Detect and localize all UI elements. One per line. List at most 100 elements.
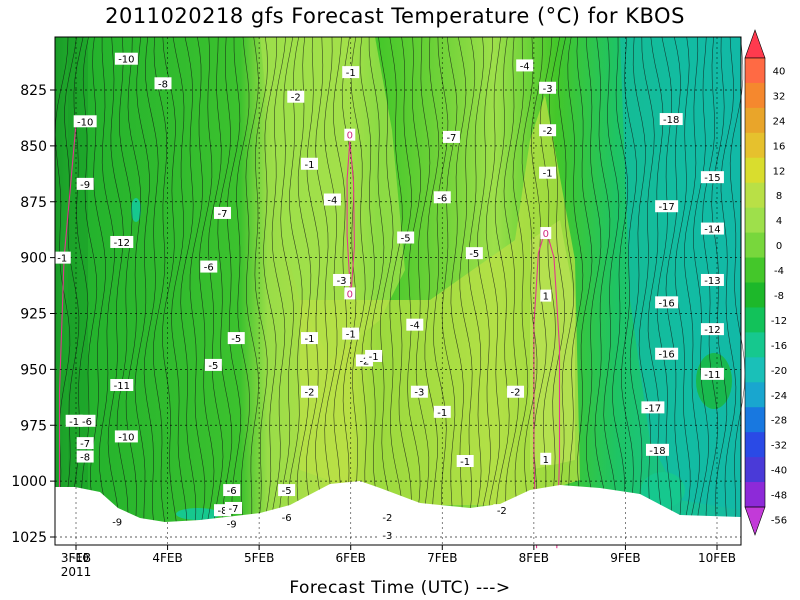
contour-label-box bbox=[378, 528, 396, 541]
x-tick-label: 3FEB bbox=[61, 551, 91, 565]
contour-label: -3 bbox=[337, 276, 347, 287]
colorbar-swatch bbox=[745, 207, 765, 234]
contour-label-box bbox=[539, 124, 557, 137]
contour-label-box bbox=[539, 166, 557, 179]
isotherm-line bbox=[441, 36, 458, 542]
contour-label-box bbox=[287, 90, 305, 103]
contour-label: -7 bbox=[80, 439, 90, 450]
isotherm-line bbox=[612, 36, 629, 542]
colorbar-bottom-arrow bbox=[744, 506, 766, 536]
contour-label-box bbox=[344, 287, 356, 300]
contour-label-box bbox=[700, 323, 724, 336]
isotherm-line bbox=[254, 36, 268, 542]
contour-label-box bbox=[433, 405, 451, 418]
contour-label: -15 bbox=[704, 173, 720, 184]
x-year-label: 2011 bbox=[61, 565, 92, 579]
colorbar-label: 40 bbox=[773, 66, 786, 77]
isotherm-line bbox=[674, 36, 691, 542]
contour-label: -6 bbox=[204, 263, 214, 274]
contour-label-box bbox=[278, 484, 296, 497]
colorbar-label: -40 bbox=[771, 466, 787, 477]
isotherm-line bbox=[720, 36, 737, 542]
contour-label-box bbox=[323, 193, 341, 206]
contour-label-box bbox=[516, 59, 534, 72]
contour-label: 0 bbox=[347, 131, 353, 142]
colorbar-label: -8 bbox=[774, 291, 784, 302]
contour-label: -1 bbox=[57, 254, 67, 265]
contour-label: -8 bbox=[80, 453, 90, 464]
contour-label-box bbox=[114, 52, 138, 65]
contour-label-box bbox=[344, 128, 356, 141]
isotherm-line bbox=[162, 36, 178, 542]
contour-label: -2 bbox=[305, 388, 315, 399]
chart-title: 2011020218 gfs Forecast Temperature (°C)… bbox=[105, 4, 685, 28]
isotherm-line bbox=[189, 36, 206, 542]
contour-label: 0 bbox=[347, 289, 353, 300]
colorbar-label: -12 bbox=[771, 316, 787, 327]
contour-label-box bbox=[641, 401, 665, 414]
contour-label: -2 bbox=[511, 388, 521, 399]
colorbar-label: -56 bbox=[771, 515, 787, 526]
y-tick-label: 1000 bbox=[11, 474, 47, 490]
contour-label-box bbox=[655, 200, 679, 213]
isotherm-line bbox=[368, 36, 385, 542]
contour-label: -1 bbox=[305, 160, 315, 171]
isotherm-line bbox=[217, 36, 233, 542]
contour-label: 0 bbox=[543, 229, 549, 240]
contour-label: -8 bbox=[218, 506, 228, 517]
contour-label-box bbox=[378, 510, 396, 523]
x-tick-label: 8FEB bbox=[519, 551, 549, 565]
contour-label-box bbox=[342, 327, 360, 340]
contour-label-box bbox=[433, 191, 451, 204]
warm-layer-7feb bbox=[300, 95, 580, 505]
contour-label-box bbox=[78, 414, 96, 427]
isotherm-line bbox=[107, 36, 124, 541]
contour-label-box bbox=[507, 385, 525, 398]
colorbar-swatch bbox=[745, 432, 765, 458]
isotherm-line bbox=[702, 36, 719, 542]
contour-label-box bbox=[365, 349, 383, 362]
contour-labels: -10-8-10-2-1-4-3-18-20 -7-1-1 -15-9-6-4-7-… bbox=[53, 52, 724, 564]
colorbar-swatch bbox=[745, 82, 765, 109]
colorbar-swatch bbox=[745, 257, 765, 283]
isotherm-line bbox=[278, 36, 294, 542]
contour-label: -7 bbox=[446, 133, 456, 144]
colorbar-swatch bbox=[745, 357, 765, 383]
isotherm-line bbox=[134, 36, 150, 542]
contour-label: -2 bbox=[382, 513, 392, 524]
contour-label-box bbox=[114, 430, 138, 443]
isotherm-line bbox=[693, 36, 710, 542]
contour-label-box bbox=[76, 437, 94, 450]
contour-label-box bbox=[227, 332, 245, 345]
plot-frame bbox=[54, 36, 742, 546]
colorbar-swatch bbox=[745, 182, 765, 209]
colorbar-label: -24 bbox=[771, 391, 787, 402]
contour-label: -3 bbox=[543, 84, 553, 95]
isotherm-line bbox=[261, 36, 278, 542]
zero-isotherm bbox=[346, 141, 355, 298]
isotherm-line bbox=[468, 36, 485, 542]
contour-label: 1 bbox=[543, 455, 549, 466]
contour-label: -9 bbox=[112, 517, 122, 528]
colorbar-label: 4 bbox=[776, 216, 782, 227]
contour-label-box bbox=[456, 455, 474, 468]
isotherm-line bbox=[398, 36, 412, 542]
y-axis: 825 850 875 900 925 950 975 1000 1025 bbox=[11, 83, 55, 546]
plot-area: -10-8-10-2-1-4-3-18-20 -7-1-1 -15-9-6-4-7-… bbox=[53, 36, 746, 564]
contour-label: -7 bbox=[229, 504, 239, 515]
colorbar-swatch bbox=[745, 457, 765, 483]
colorbar-label: 12 bbox=[773, 166, 786, 177]
isotherm-line bbox=[171, 36, 188, 542]
cold-pocket bbox=[696, 353, 732, 409]
isotherm-line bbox=[433, 36, 449, 542]
colorbar-swatch bbox=[745, 482, 765, 508]
colorbar-swatch bbox=[745, 282, 765, 308]
isotherm-line bbox=[476, 36, 493, 542]
contour-label-box bbox=[540, 452, 552, 465]
contour-label: -6 bbox=[227, 486, 237, 497]
isotherm-line bbox=[512, 36, 529, 542]
isotherm-line bbox=[198, 36, 215, 542]
contour-label: -11 bbox=[114, 381, 130, 392]
contour-label-box bbox=[223, 484, 241, 497]
contour-label: -1 bbox=[460, 457, 470, 468]
